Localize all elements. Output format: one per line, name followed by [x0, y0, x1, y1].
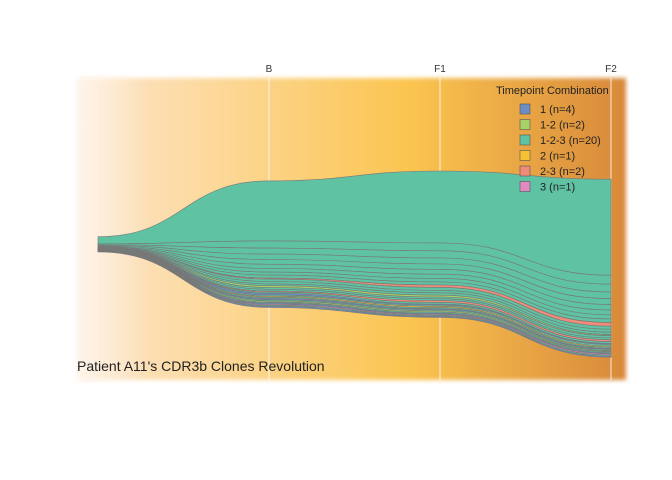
legend-items: 1 (n=4) 1-2 (n=2) 1-2-3 (n=20) 2 (n=1) 2-3 (… — [519, 103, 601, 194]
legend: Timepoint Combination 1 (n=4) 1-2 (n=2) 1-… — [496, 85, 609, 194]
legend-label-3: 1-2-3 (n=20) — [540, 135, 601, 147]
legend-label-1: 1 (n=4) — [540, 104, 575, 116]
legend-swatch-2 — [519, 119, 531, 130]
x-tick-labels: B F1 F2 — [266, 64, 618, 75]
legend-label-2: 1-2 (n=2) — [540, 120, 585, 132]
legend-swatch-3 — [519, 134, 531, 146]
legend-label-6: 3 (n=1) — [540, 182, 575, 194]
legend-swatch-6 — [519, 181, 531, 192]
legend-title: Timepoint Combination — [496, 85, 609, 97]
legend-label-4: 2 (n=1) — [540, 151, 575, 163]
tick-label-f2: F2 — [605, 64, 617, 75]
legend-label-5: 2-3 (n=2) — [540, 166, 585, 178]
tick-label-f1: F1 — [434, 64, 446, 75]
legend-swatch-4 — [519, 150, 531, 161]
plot-left-fade — [78, 78, 148, 380]
legend-swatch-1 — [519, 103, 531, 115]
tick-label-b: B — [266, 64, 273, 75]
legend-swatch-5 — [519, 165, 531, 177]
clone-stream-30 — [97, 251, 612, 358]
chart-title: Patient A11's CDR3b Clones Revolution — [77, 358, 325, 374]
clone-streams — [97, 170, 612, 358]
